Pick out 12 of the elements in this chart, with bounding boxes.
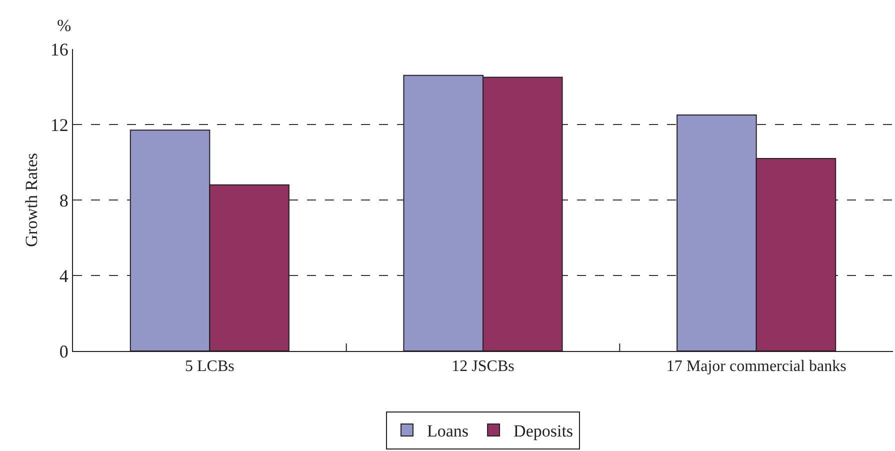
x-tick-label: 17 Major commercial banks [666, 358, 846, 376]
y-axis-title: Growth Rates [22, 153, 41, 247]
text: % [57, 16, 72, 35]
x-tick-label: 12 JSCBs [452, 358, 514, 376]
y-tick-label: 0 [59, 341, 68, 362]
x-tick-label: 5 LCBs [185, 358, 234, 376]
legend-label: Loans [427, 422, 469, 441]
y-tick-label: 16 [50, 39, 68, 60]
y-tick-label: 8 [59, 190, 68, 210]
y-tick-label: 4 [59, 266, 68, 286]
legend-label: Deposits [514, 422, 574, 441]
y-tick-label: 12 [50, 114, 68, 135]
